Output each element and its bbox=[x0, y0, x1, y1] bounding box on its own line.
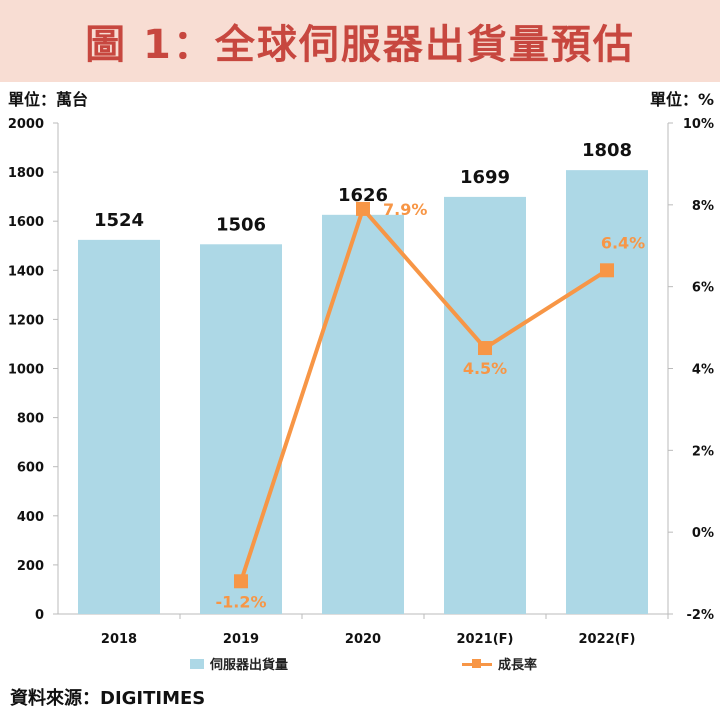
legend-line-label: 成長率 bbox=[498, 658, 538, 673]
left-tick-label: 200 bbox=[17, 559, 44, 574]
left-tick-label: 1400 bbox=[8, 264, 44, 279]
x-tick-label: 2018 bbox=[101, 632, 137, 647]
legend-item-bar: 伺服器出貨量 bbox=[190, 654, 288, 673]
growth-value-label: 7.9% bbox=[383, 200, 427, 219]
legend-bar-label: 伺服器出貨量 bbox=[210, 658, 289, 673]
x-tick-label: 2021(F) bbox=[457, 632, 514, 647]
bar bbox=[566, 170, 648, 615]
right-tick-label: 2% bbox=[692, 444, 714, 459]
bar-value-label: 1524 bbox=[94, 210, 144, 231]
right-axis-unit: 單位：% bbox=[649, 90, 714, 109]
source-note: 資料來源：DIGITIMES bbox=[10, 688, 206, 709]
right-tick-label: 8% bbox=[692, 199, 714, 214]
chart-title: 圖 1：全球伺服器出貨量預估 bbox=[85, 22, 635, 68]
right-tick-label: 0% bbox=[692, 526, 714, 541]
legend-bar-swatch bbox=[190, 658, 204, 669]
x-tick-label: 2019 bbox=[223, 632, 259, 647]
left-axis-unit: 單位：萬台 bbox=[8, 90, 89, 109]
left-tick-label: 2000 bbox=[8, 117, 44, 132]
growth-value-label: 6.4% bbox=[601, 233, 645, 252]
bar-value-label: 1626 bbox=[338, 185, 388, 206]
left-tick-label: 1200 bbox=[8, 313, 44, 328]
right-tick-label: 4% bbox=[692, 363, 714, 378]
legend-line-swatch bbox=[462, 658, 492, 670]
x-tick-label: 2022(F) bbox=[579, 632, 636, 647]
left-tick-label: 600 bbox=[17, 461, 44, 476]
title-banner: 圖 1：全球伺服器出貨量預估 bbox=[0, 0, 720, 82]
bar bbox=[322, 214, 404, 614]
bar bbox=[444, 196, 526, 614]
growth-marker bbox=[356, 201, 370, 216]
left-tick-label: 400 bbox=[17, 510, 44, 525]
x-tick-label: 2020 bbox=[345, 632, 381, 647]
bar bbox=[200, 244, 282, 615]
growth-value-label: 4.5% bbox=[463, 359, 507, 378]
right-tick-label: 6% bbox=[692, 281, 714, 296]
growth-line bbox=[239, 206, 609, 582]
growth-marker bbox=[478, 341, 492, 356]
left-tick-label: 1000 bbox=[8, 363, 44, 378]
growth-value-label: -1.2% bbox=[215, 592, 266, 611]
bar-value-label: 1506 bbox=[216, 214, 266, 235]
growth-marker bbox=[234, 574, 248, 589]
left-tick-label: 0 bbox=[35, 608, 44, 623]
right-tick-label: 10% bbox=[683, 117, 714, 132]
bar bbox=[78, 239, 160, 614]
left-tick-label: 1800 bbox=[8, 166, 44, 181]
left-tick-label: 800 bbox=[17, 412, 44, 427]
legend-item-line: 成長率 bbox=[462, 654, 537, 673]
legend: 伺服器出貨量 成長率 bbox=[0, 654, 720, 676]
growth-marker bbox=[600, 263, 614, 278]
left-tick-label: 1600 bbox=[8, 215, 44, 230]
bar-value-label: 1699 bbox=[460, 167, 510, 188]
bar-value-label: 1808 bbox=[582, 140, 632, 161]
right-tick-label: -2% bbox=[687, 608, 714, 623]
